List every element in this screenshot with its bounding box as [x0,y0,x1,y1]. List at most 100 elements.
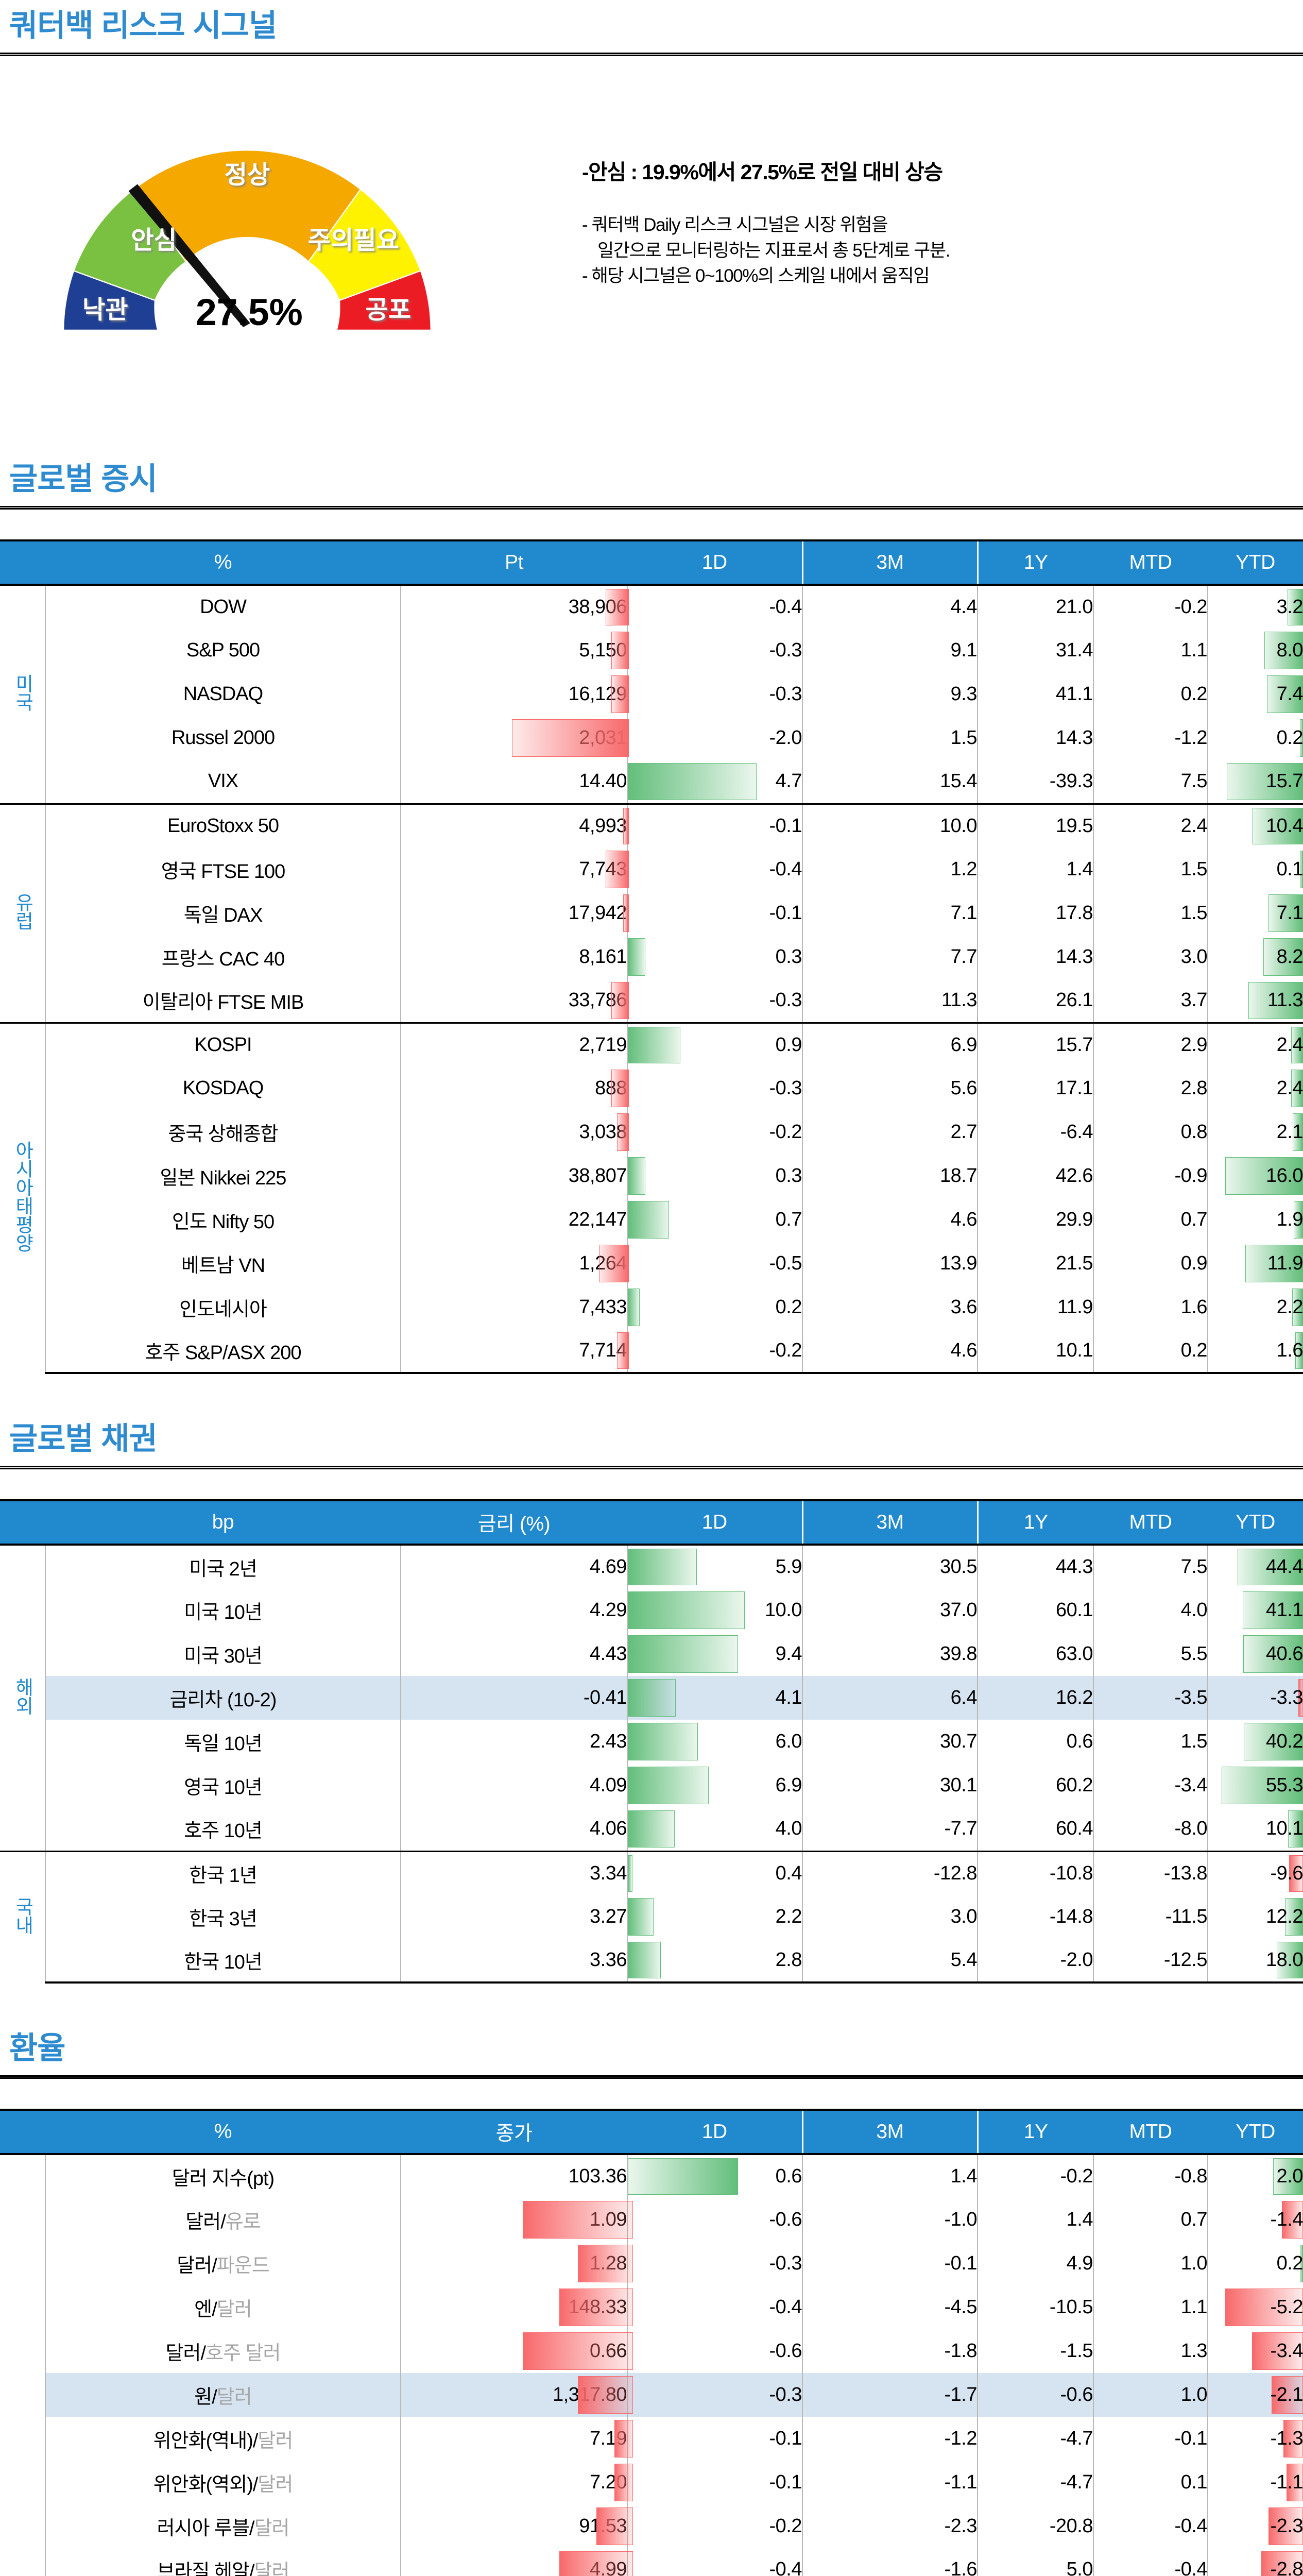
cell-3m: 15.4 [802,760,978,805]
cell-mtd: -0.9 [1093,1154,1208,1198]
cell-1y: -6.4 [977,1110,1093,1154]
table-row: 달러/호주 달러0.66-0.6-1.8-1.51.3-3.4 [0,2329,1303,2373]
cell-1y: 14.3 [977,716,1093,760]
table-row: KOSDAQ888-0.35.617.12.82.4 [0,1066,1303,1110]
header-equity-3: 3M [801,540,978,585]
gauge-label-juuipilyo: 주의필요 [308,227,399,255]
cell-price: 7.20 [400,2461,627,2504]
table-group-equity-0: 미국 DOW 38,906 -0.4 4.4 21.0 -0.2 3.2 S&P 500 5,15… [0,585,1303,805]
cell-ytd: 8.0 [1207,629,1303,672]
header-bonds-4: 1Y [976,1500,1093,1545]
row-label-base: 달러 [258,2474,293,2496]
hero-body-line-1: - 쿼터백 Daily 리스크 시그널은 시장 위험을 [582,215,888,235]
cell-1d: -0.1 [623,803,802,848]
cell-mtd: -0.1 [1093,2417,1208,2461]
cell-1d: -0.5 [599,1242,802,1285]
row-label: 영국 10년 [45,1764,401,1807]
cell-mtd: 1.5 [1093,1720,1208,1764]
table-row: 한국 3년 3.27 2.2 3.0 -14.8 -11.5 12.2 [0,1895,1303,1939]
cell-1d: -0.1 [614,2461,802,2504]
cell-1d: -0.3 [611,629,802,672]
row-label: 미국 2년 [45,1545,401,1588]
table-row: 국내 한국 1년 3.34 0.4 -12.8 -10.8 -13.8 -9.6 [0,1850,1303,1982]
cell-ytd: -2.8 [1207,2548,1303,2576]
cell-1d: 6.9 [627,1764,802,1807]
row-label: 미국 10년 [45,1588,401,1632]
cell-price: 3.34 [400,1850,627,1895]
row-label: 달러/유로 [45,2198,401,2242]
row-label-base: 달러 [216,2386,252,2408]
row-label-base: 달러 [254,2561,290,2576]
cell-price: 7,433 [400,1285,627,1329]
header-fx-5: MTD [1093,2110,1208,2154]
cell-1y: 21.0 [977,585,1093,629]
hero-body-line-2: 일간으로 모니터링하는 지표로서 총 5단계로 구분. [597,240,950,261]
cell-1y: 60.2 [977,1764,1093,1807]
cell-1d: 0.4 [627,1850,802,1895]
cell-3m: 4.6 [802,1198,978,1242]
section-title-bonds: 글로벌 채권 [9,1421,158,1456]
cell-ytd: 0.1 [1207,848,1303,891]
cell-ytd: 40.2 [1207,1720,1303,1764]
cell-mtd: 1.0 [1093,2373,1208,2417]
cell-1d: 4.0 [627,1807,802,1851]
risk-gauge: 낙관 안심 정상 주의필요 공포 27.5% [39,131,456,333]
cell-price: 4.43 [400,1632,627,1676]
cell-1y: -14.8 [977,1895,1093,1939]
cell-3m: 4.6 [802,1329,978,1374]
gauge-label-nakgwan: 낙관 [82,296,128,324]
cell-3m: 1.2 [802,848,978,891]
row-group-label: 국내 [0,1850,45,1982]
cell-1d: -0.1 [614,2417,802,2461]
cell-mtd: 4.0 [1093,1588,1208,1632]
header-group-col [0,540,45,585]
cell-1d: 2.8 [627,1939,802,1984]
cell-ytd: -2.1 [1207,2373,1303,2417]
cell-3m: -0.1 [802,2242,978,2285]
row-label: 일본 Nikkei 225 [45,1154,401,1198]
cell-1y: -20.8 [977,2504,1093,2548]
cell-1d: -0.3 [578,2373,802,2417]
cell-mtd: -11.5 [1093,1895,1208,1939]
cell-ytd: 15.7 [1207,760,1303,805]
cell-3m: 3.6 [802,1285,978,1329]
cell-mtd: 0.9 [1093,1242,1208,1285]
cell-mtd: 0.2 [1093,672,1208,716]
cell-mtd: 0.7 [1093,2198,1208,2242]
row-label-main: 위안화(역내)/ [153,2430,259,2452]
cell-price: 7,714 [400,1329,627,1374]
row-label: 호주 10년 [45,1807,401,1851]
cell-price: 4.09 [400,1764,627,1807]
cell-ytd: 2.0 [1207,2154,1303,2198]
cell-price: 38,906 [400,585,627,629]
cell-1y: 60.4 [977,1807,1093,1851]
cell-1y: 16.2 [977,1676,1093,1720]
cell-1y: 19.5 [977,803,1093,848]
table-body-fx: 달러 지수(pt)103.360.61.4-0.2-0.82.0달러/유로1.0… [0,2154,1303,2576]
cell-mtd: 5.5 [1093,1632,1208,1676]
cell-1y: 26.1 [977,979,1093,1023]
cell-ytd: 10.4 [1207,803,1303,848]
row-label-main: 달러/ [165,2343,206,2364]
gauge-needle [128,184,250,328]
cell-3m: -1.8 [802,2329,978,2373]
cell-ytd: 12.2 [1207,1895,1303,1939]
row-group-label: 해외 [12,1677,33,1715]
row-label: 호주 S&P/ASX 200 [45,1329,401,1374]
table-row: 독일 DAX 17,942 -0.1 7.1 17.8 1.5 7.1 [0,891,1303,935]
cell-mtd: 2.9 [1093,1022,1208,1066]
hero-header: 쿼터백 리스크 시그널 [0,10,1303,56]
row-label: Russel 2000 [45,716,401,760]
cell-ytd: 0.2 [1207,2242,1303,2285]
row-label-base: 호주 달러 [205,2343,281,2364]
cell-1d: -0.3 [578,2242,802,2285]
cell-1y: 1.4 [977,2198,1093,2242]
row-label-main: 러시아 루블/ [157,2518,255,2539]
table-group-equity-1: 유럽 EuroStoxx 50 4,993 -0.1 10.0 19.5 2.4 10.4 영국… [0,803,1303,1023]
cell-ytd: 2.4 [1207,1022,1303,1066]
cell-ytd: 11.9 [1207,1242,1303,1285]
cell-3m: -1.7 [802,2373,978,2417]
cell-3m: 3.0 [802,1895,978,1939]
row-label-main: 엔/ [194,2299,217,2320]
cell-price: 4.29 [400,1588,627,1632]
